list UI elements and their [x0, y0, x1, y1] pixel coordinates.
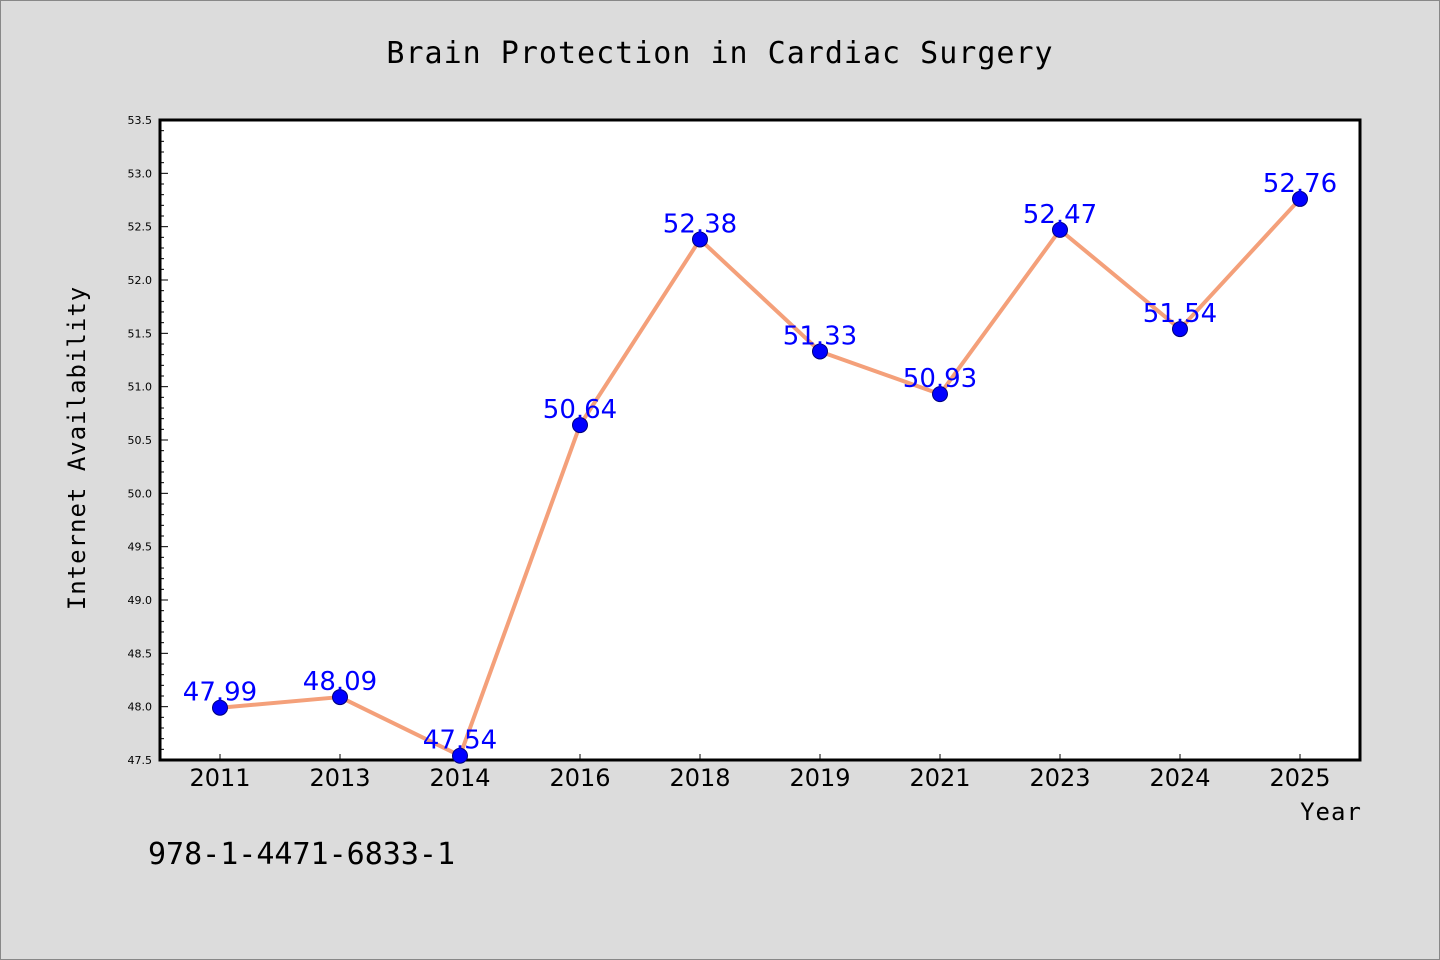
x-axis: 2011 2013 2014 2016 2018 2019 2021 2023 2024 2025	[189, 754, 1331, 792]
data-point	[1052, 221, 1068, 238]
y-tick-label: 48.0	[128, 701, 153, 714]
isbn-text: 978-1-4471-6833-1	[148, 837, 455, 872]
chart-title: Brain Protection in Cardiac Surgery	[386, 36, 1053, 71]
x-tick-label: 2018	[669, 764, 730, 792]
x-tick-label: 2014	[429, 764, 490, 792]
y-tick-label: 51.0	[128, 381, 153, 394]
series-line	[218, 196, 1302, 758]
y-tick-label: 53.0	[128, 167, 153, 180]
data-label: 47.99	[183, 678, 257, 708]
y-tick-label: 47.5	[128, 754, 153, 767]
x-axis-label: Year	[1300, 798, 1362, 826]
x-tick-label: 2011	[189, 764, 250, 792]
x-tick-label: 2023	[1029, 764, 1090, 792]
data-label: 52.47	[1023, 200, 1097, 230]
y-axis: 47.5 48.0 48.5 49.0 49.5 50.0 50.5 51.0 51.5 52.0…	[128, 114, 168, 767]
plot-area	[158, 118, 1362, 762]
data-label: 51.33	[783, 321, 857, 351]
data-label: 47.54	[423, 726, 497, 756]
x-tick-label: 2021	[909, 764, 970, 792]
data-point	[692, 231, 708, 248]
data-label: 52.76	[1263, 169, 1337, 199]
data-label: 52.38	[663, 209, 737, 239]
x-tick-label: 2019	[789, 764, 850, 792]
y-tick-label: 50.0	[128, 487, 153, 500]
y-tick-label: 52.0	[128, 274, 153, 287]
data-label: 48.09	[303, 667, 377, 697]
y-tick-label: 52.5	[128, 221, 153, 234]
data-point	[812, 343, 828, 360]
y-tick-label: 51.5	[128, 327, 153, 340]
data-point	[452, 747, 468, 764]
data-label: 51.54	[1143, 299, 1217, 329]
x-tick-label: 2025	[1269, 764, 1330, 792]
y-tick-label: 48.5	[128, 647, 153, 660]
data-point	[1292, 190, 1308, 207]
series-group: 47.99 48.09 47.54 50.64 52.38 51.33 50.93 52.47…	[183, 169, 1337, 764]
x-tick-label: 2016	[549, 764, 610, 792]
x-tick-label: 2024	[1149, 764, 1210, 792]
y-tick-label: 50.5	[128, 434, 153, 447]
data-point	[332, 689, 348, 706]
y-tick-label: 49.5	[128, 541, 153, 554]
x-tick-label: 2013	[309, 764, 370, 792]
data-label: 50.93	[903, 364, 977, 394]
data-point	[212, 699, 228, 716]
data-point	[572, 417, 588, 434]
y-tick-label: 53.5	[128, 114, 153, 127]
y-tick-label: 49.0	[128, 594, 153, 607]
data-label: 50.64	[543, 395, 617, 425]
data-point	[932, 386, 948, 403]
y-axis-label: Internet Availability	[63, 286, 91, 610]
data-point	[1172, 321, 1188, 338]
